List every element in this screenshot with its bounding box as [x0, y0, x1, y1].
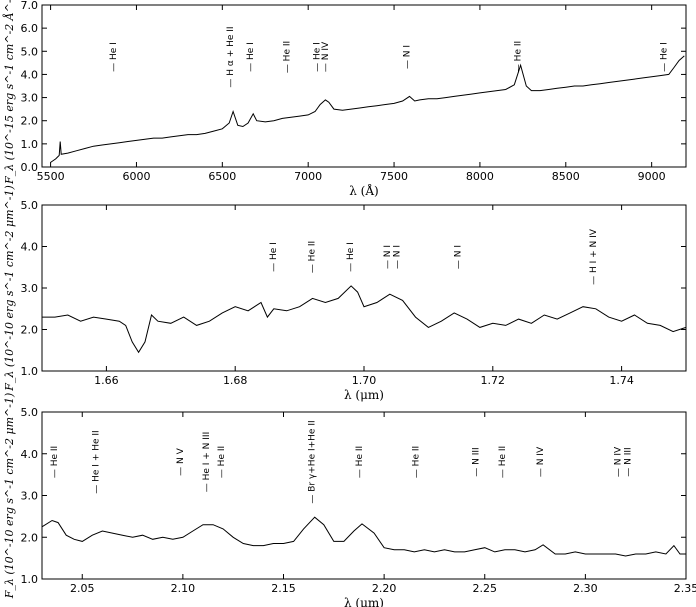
y-axis-label: F_λ (10^-10 erg s^-1 cm^-2 μm^-1): [3, 393, 16, 600]
line-id-label: — He II: [282, 41, 292, 73]
y-tick-label: 3.0: [21, 490, 39, 503]
x-tick-label: 2.15: [271, 582, 296, 595]
y-axis-label: F_λ (10^-10 erg s^-1 cm^-2 μm^-1): [3, 185, 16, 392]
y-tick-label: 0.0: [21, 161, 39, 174]
y-tick-label: 5.0: [21, 45, 39, 58]
y-tick-label: 1.0: [21, 365, 39, 378]
x-tick-label: 2.10: [171, 582, 196, 595]
spectrum-line: [50, 55, 685, 163]
y-tick-label: 4.0: [21, 448, 39, 461]
x-tick-label: 1.70: [352, 374, 377, 387]
y-tick-label: 3.0: [21, 282, 39, 295]
line-id-label: — He I: [269, 242, 279, 272]
line-id-label: — H α + He II: [226, 26, 236, 87]
y-tick-label: 5.0: [21, 199, 39, 212]
y-tick-label: 1.0: [21, 138, 39, 151]
line-id-label: — N I: [454, 245, 464, 269]
x-tick-label: 2.30: [573, 582, 598, 595]
y-tick-label: 7.0: [21, 0, 39, 12]
spectrum-line: [42, 285, 687, 354]
x-tick-label: 2.25: [473, 582, 498, 595]
x-tick-label: 2.35: [674, 582, 696, 595]
line-id-label: — He I: [246, 42, 256, 72]
y-tick-label: 1.0: [21, 573, 39, 586]
x-tick-label: 1.74: [609, 374, 634, 387]
line-id-label: — He II: [498, 446, 508, 478]
y-tick-label: 5.0: [21, 406, 39, 419]
y-tick-label: 4.0: [21, 68, 39, 81]
y-tick-label: 6.0: [21, 22, 39, 35]
line-id-label: — He II: [307, 241, 317, 273]
x-tick-label: 1.68: [223, 374, 248, 387]
line-id-label: — He I + N III: [202, 432, 212, 493]
y-tick-label: 4.0: [21, 241, 39, 254]
y-tick-label: 2.0: [21, 324, 39, 337]
line-id-label: — H I + N IV: [589, 228, 599, 285]
x-tick-label: 5500: [37, 170, 65, 183]
line-id-label: — He II: [411, 446, 421, 478]
x-tick-label: 7000: [294, 170, 322, 183]
x-tick-label: 6500: [208, 170, 236, 183]
x-axis-label: λ (Å): [349, 183, 378, 198]
line-id-label: — N V: [176, 447, 186, 475]
x-tick-label: 1.72: [481, 374, 506, 387]
y-axis-label: F_λ (10^-15 erg s^-1 cm^-2 Å^-1): [2, 0, 16, 185]
panel-1: 5500 6000 6500 7000 7500 8000 8500 9000 0.0 1.0 2.…: [2, 0, 687, 198]
x-tick-label: 1.66: [94, 374, 119, 387]
line-id-label: — He II: [50, 446, 60, 478]
line-id-label: — He I: [659, 42, 669, 72]
panel-3: 2.05 2.10 2.15 2.20 2.25 2.30 2.35 1.0 2.0 3.0 4.0…: [3, 393, 696, 607]
line-id-label: — N IV: [536, 446, 546, 477]
line-id-label: — He I: [109, 42, 119, 72]
line-id-label: — He II: [514, 41, 524, 73]
x-tick-label: 2.20: [372, 582, 397, 595]
line-id-label: — N I: [383, 245, 393, 269]
x-tick-label: 8000: [466, 170, 494, 183]
line-id-label: — He I + He II: [91, 430, 101, 493]
line-id-label: — He II: [217, 446, 227, 478]
x-tick-label: 2.05: [70, 582, 95, 595]
x-tick-label: 7500: [380, 170, 408, 183]
x-axis-label: λ (μm): [344, 388, 384, 402]
line-id-label: — He I: [346, 242, 356, 272]
x-tick-label: 9000: [638, 170, 666, 183]
line-id-label: — N I: [403, 45, 413, 69]
x-tick-label: 8500: [552, 170, 580, 183]
line-id-label: — N IV: [321, 41, 331, 72]
line-id-label: — He I: [312, 42, 322, 72]
spectrum-line: [41, 516, 686, 557]
y-tick-label: 2.0: [21, 531, 39, 544]
line-id-label: — N III: [624, 447, 634, 476]
y-tick-label: 3.0: [21, 92, 39, 105]
line-id-label: — N III: [472, 447, 482, 476]
x-axis-label: λ (μm): [344, 596, 384, 607]
plot-frame: [41, 4, 687, 168]
y-tick-label: 2.0: [21, 115, 39, 128]
line-id-label: — He II: [355, 446, 365, 478]
line-id-label: — Br γ+He I+He II: [308, 420, 318, 503]
line-id-label: — N I: [392, 245, 402, 269]
x-tick-label: 6000: [122, 170, 150, 183]
line-id-label: — N IV: [614, 446, 624, 477]
panel-2: 1.66 1.68 1.70 1.72 1.74 1.0 2.0 3.0 4.0 5.0 λ (μm…: [3, 185, 687, 402]
